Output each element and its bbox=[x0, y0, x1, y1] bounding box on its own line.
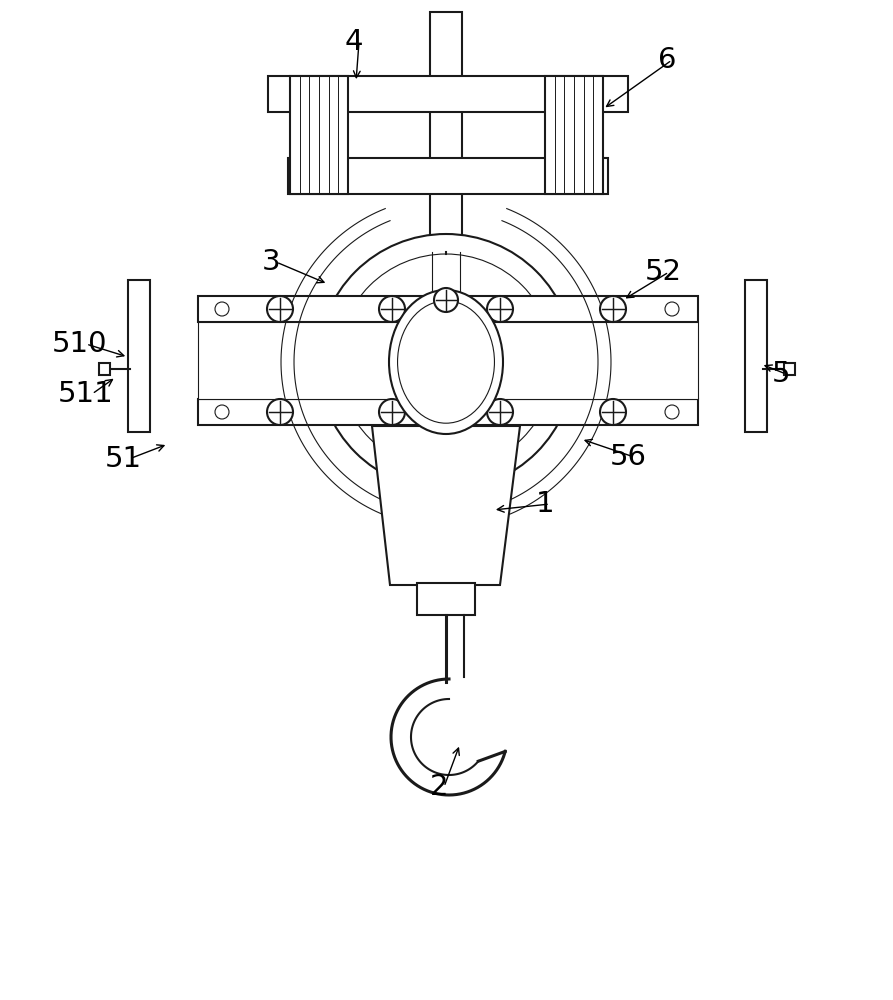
Ellipse shape bbox=[389, 290, 503, 434]
Circle shape bbox=[434, 288, 458, 312]
Circle shape bbox=[267, 399, 293, 425]
Circle shape bbox=[487, 296, 513, 322]
Text: 4: 4 bbox=[345, 28, 363, 56]
Circle shape bbox=[665, 405, 679, 419]
Circle shape bbox=[215, 405, 229, 419]
Text: 511: 511 bbox=[58, 380, 113, 408]
Bar bbox=[430, 12, 462, 252]
Bar bbox=[128, 280, 150, 432]
Bar bbox=[288, 158, 608, 194]
Text: 6: 6 bbox=[658, 46, 677, 74]
Circle shape bbox=[318, 234, 574, 490]
Text: 3: 3 bbox=[262, 248, 280, 276]
Text: 5: 5 bbox=[772, 360, 790, 388]
Circle shape bbox=[379, 399, 405, 425]
Text: 510: 510 bbox=[52, 330, 107, 358]
Bar bbox=[545, 76, 603, 194]
Text: 1: 1 bbox=[536, 490, 555, 518]
Ellipse shape bbox=[397, 301, 495, 423]
Bar bbox=[784, 363, 795, 375]
Bar bbox=[745, 280, 767, 432]
Bar bbox=[290, 76, 348, 194]
Text: 51: 51 bbox=[105, 445, 142, 473]
Bar bbox=[268, 76, 628, 112]
Bar bbox=[198, 322, 698, 399]
Circle shape bbox=[267, 296, 293, 322]
Circle shape bbox=[665, 302, 679, 316]
Text: 52: 52 bbox=[645, 258, 682, 286]
Circle shape bbox=[600, 296, 626, 322]
Polygon shape bbox=[372, 426, 520, 585]
Circle shape bbox=[600, 399, 626, 425]
Text: 56: 56 bbox=[610, 443, 647, 471]
Bar bbox=[99, 363, 110, 375]
Circle shape bbox=[215, 302, 229, 316]
Bar bbox=[198, 399, 698, 425]
Bar bbox=[417, 583, 475, 615]
Text: 2: 2 bbox=[430, 773, 448, 801]
Bar bbox=[198, 296, 698, 322]
Circle shape bbox=[379, 296, 405, 322]
Circle shape bbox=[487, 399, 513, 425]
Circle shape bbox=[338, 254, 554, 470]
